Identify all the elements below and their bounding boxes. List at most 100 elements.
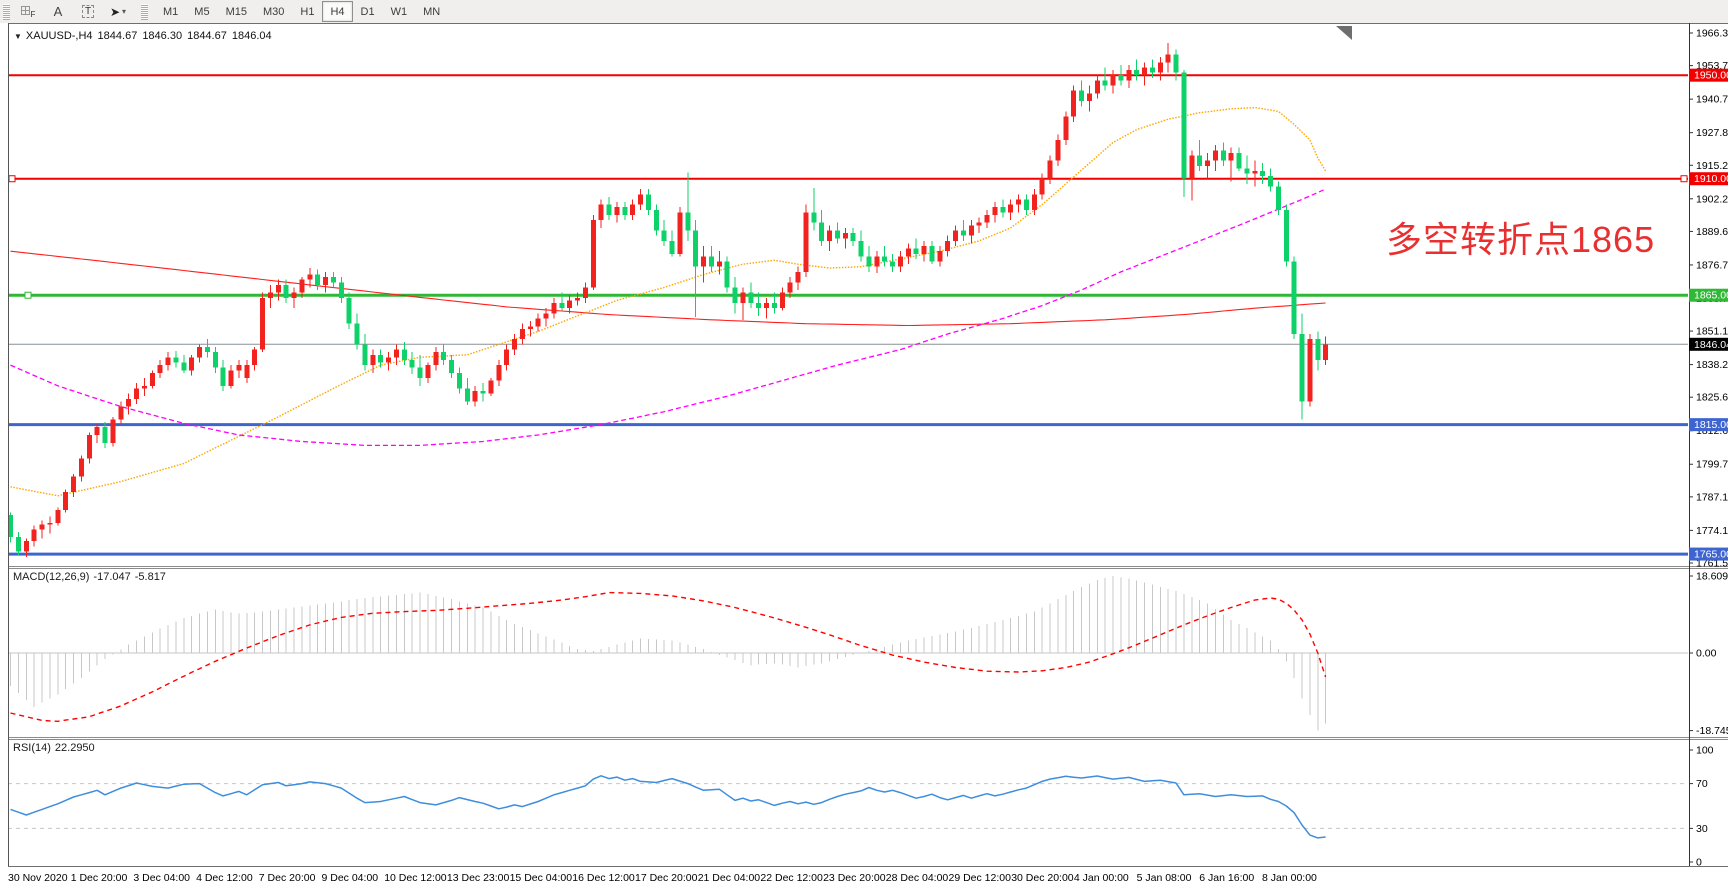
time-tick-label: 16 Dec 12:00 — [572, 872, 635, 884]
chart-canvas[interactable]: 1966.301953.701940.751927.801915.201902.… — [0, 23, 1728, 891]
timeframe-bar-grip[interactable] — [141, 3, 148, 20]
macd-scale-label: 18.609 — [1696, 570, 1728, 582]
timeframe-bar: M1 M5 M15 M30 H1 H4 D1 W1 MN — [155, 1, 448, 22]
rsi-line — [10, 775, 1326, 839]
text-tool-button[interactable]: A — [44, 1, 72, 22]
rsi-scale-label: 0 — [1696, 857, 1702, 869]
price-tick-label: 1825.60 — [1696, 392, 1728, 404]
time-tick-label: 7 Dec 20:00 — [259, 872, 316, 884]
price-tick-label: 1851.15 — [1696, 326, 1728, 338]
hline-price-marker — [1689, 418, 1728, 432]
time-tick-label: 9 Dec 04:00 — [322, 872, 379, 884]
macd-histogram — [10, 576, 1327, 731]
fibonacci-tool-button[interactable]: F — [14, 1, 42, 22]
symbol-label: XAUUSD-,H4 — [25, 30, 93, 42]
hline-anchor-handle[interactable] — [8, 175, 16, 183]
chart-area[interactable]: 1966.301953.701940.751927.801915.201902.… — [0, 23, 1728, 891]
text-tool-icon: A — [53, 4, 63, 19]
time-tick-label: 6 Jan 16:00 — [1199, 872, 1254, 884]
time-tick-label: 5 Jan 08:00 — [1137, 872, 1192, 884]
time-tick-label: 15 Dec 04:00 — [510, 872, 573, 884]
text-label-tool-button[interactable]: T — [74, 1, 102, 22]
time-tick-label: 23 Dec 20:00 — [823, 872, 886, 884]
collapse-triangle-icon[interactable]: ▼ — [14, 32, 22, 41]
ma-red-line — [10, 250, 1326, 327]
low-value: 1844.67 — [187, 30, 227, 42]
timeframe-m15-button[interactable]: M15 — [225, 5, 247, 18]
timeframe-h1-button[interactable]: H1 — [300, 5, 315, 18]
high-value: 1846.30 — [142, 30, 183, 42]
close-value: 1846.04 — [231, 30, 272, 42]
toolbar: F A T ➤ ▾ M1 M5 M15 M30 H1 H4 D1 W1 MN — [0, 0, 1728, 24]
time-tick-label: 4 Jan 00:00 — [1074, 872, 1129, 884]
shapes-tool-button[interactable]: ➤ ▾ — [104, 1, 132, 22]
hline-price-marker — [1689, 172, 1728, 186]
fibonacci-f-glyph: F — [30, 10, 36, 19]
price-axis[interactable]: 1966.301953.701940.751927.801915.201902.… — [1689, 28, 1728, 869]
text-label-icon: T — [81, 5, 95, 18]
price-tick-label: 1966.30 — [1696, 28, 1728, 40]
timeframe-d1-button[interactable]: D1 — [360, 5, 375, 18]
rsi-scale-label: 70 — [1696, 778, 1708, 790]
timeframe-m30-button[interactable]: M30 — [262, 5, 285, 18]
chevron-down-icon[interactable]: ▾ — [122, 7, 127, 16]
time-tick-label: 10 Dec 12:00 — [384, 872, 447, 884]
time-tick-label: 28 Dec 04:00 — [886, 872, 949, 884]
shapes-cursor-icon: ➤ — [109, 4, 121, 19]
hline-price-marker — [1689, 288, 1728, 302]
chart-ohlc-title: ▼ XAUUSD-,H4 1844.67 1846.30 1844.67 1846.04 — [14, 30, 277, 42]
macd-scale-label: -18.745 — [1696, 725, 1728, 737]
time-tick-label: 29 Dec 12:00 — [949, 872, 1012, 884]
macd-scale-label: 0.00 — [1696, 648, 1717, 660]
time-tick-label: 17 Dec 20:00 — [635, 872, 698, 884]
price-tick-label: 1902.25 — [1696, 193, 1728, 205]
time-axis[interactable]: 30 Nov 2020 1 Dec 20:00 3 Dec 04:00 4 Dec 1… — [8, 872, 1317, 884]
chart-text-annotation[interactable]: 多空转折点1865 — [1386, 219, 1656, 260]
timeframe-m5-button[interactable]: M5 — [194, 5, 210, 18]
time-tick-label: 1 Dec 20:00 — [71, 872, 128, 884]
rsi-indicator-label: RSI(14) 22.2950 — [13, 742, 95, 754]
price-tick-label: 1876.70 — [1696, 259, 1728, 271]
fibonacci-grid-icon — [20, 6, 33, 17]
timeframe-h4-button[interactable]: H4 — [322, 1, 353, 22]
chart-shift-marker-icon[interactable] — [1336, 26, 1352, 40]
hline-price-marker-label: 1765.00 — [1694, 549, 1728, 561]
timeframe-w1-button[interactable]: W1 — [390, 5, 408, 18]
hline-anchor-handle[interactable] — [24, 291, 32, 299]
timeframe-m1-button[interactable]: M1 — [163, 5, 179, 18]
hline-price-marker-label: 1950.00 — [1694, 70, 1728, 82]
toolbar-grip[interactable] — [3, 3, 10, 20]
open-value: 1844.67 — [97, 30, 138, 42]
price-tick-label: 1915.20 — [1696, 160, 1728, 172]
hline-price-marker-label: 1815.00 — [1694, 419, 1728, 431]
macd-signal-line — [10, 591, 1327, 723]
hline-price-marker — [1689, 547, 1728, 561]
pane-borders — [8, 23, 1728, 867]
ma-magenta-line — [10, 188, 1326, 447]
time-tick-label: 21 Dec 04:00 — [698, 872, 761, 884]
time-tick-label: 3 Dec 04:00 — [133, 872, 190, 884]
price-tick-label: 1940.75 — [1696, 94, 1728, 106]
price-tick-label: 1799.70 — [1696, 459, 1728, 471]
ma-orange-line — [10, 106, 1327, 497]
price-tick-label: 1927.80 — [1696, 127, 1728, 139]
current-price-marker-label: 1846.04 — [1694, 339, 1728, 351]
hline-price-marker-label: 1910.00 — [1694, 173, 1728, 185]
macd-indicator-label: MACD(12,26,9) -17.047 -5.817 — [13, 571, 166, 583]
time-tick-label: 30 Nov 2020 — [8, 872, 68, 884]
price-tick-label: 1838.20 — [1696, 359, 1728, 371]
price-tick-label: 1787.10 — [1696, 491, 1728, 503]
hline-anchor-handle[interactable] — [1680, 175, 1688, 183]
rsi-scale-label: 30 — [1696, 823, 1708, 835]
chart-graphics: 1966.301953.701940.751927.801915.201902.… — [8, 23, 1728, 884]
hline-price-marker-label: 1865.00 — [1694, 290, 1728, 302]
timeframe-mn-button[interactable]: MN — [423, 5, 441, 18]
price-tick-label: 1889.65 — [1696, 226, 1728, 238]
time-tick-label: 30 Dec 20:00 — [1011, 872, 1074, 884]
time-tick-label: 4 Dec 12:00 — [196, 872, 253, 884]
current-price-marker — [1689, 337, 1728, 351]
hline-price-marker — [1689, 68, 1728, 82]
time-tick-label: 22 Dec 12:00 — [760, 872, 823, 884]
time-tick-label: 8 Jan 00:00 — [1262, 872, 1317, 884]
